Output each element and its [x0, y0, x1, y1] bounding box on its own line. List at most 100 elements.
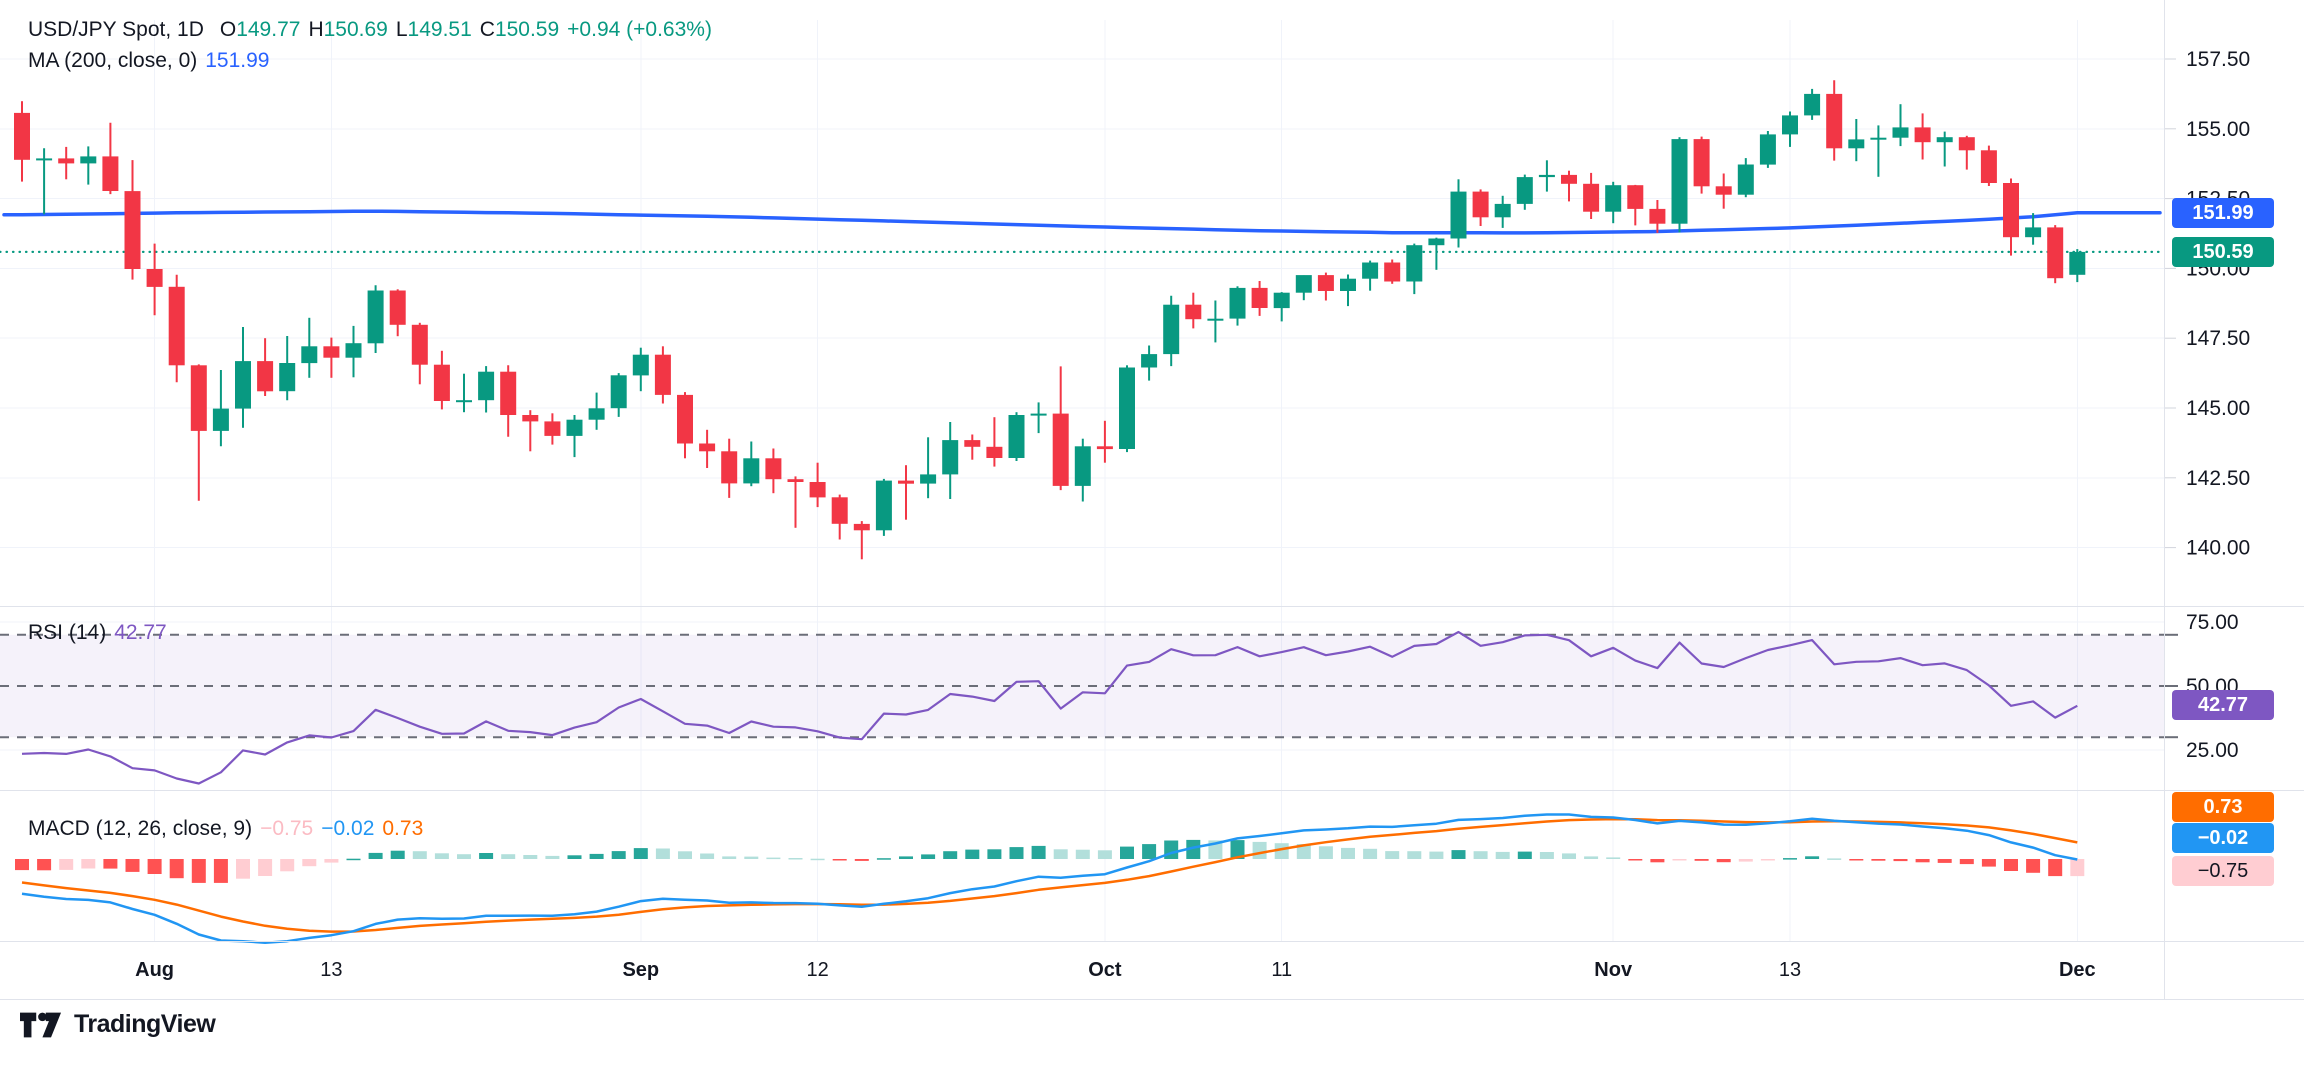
candle — [920, 474, 937, 484]
candle — [1538, 174, 1555, 178]
candle — [522, 415, 539, 422]
candle — [1096, 446, 1113, 450]
price-tick-label: 142.50 — [2186, 467, 2250, 490]
candle — [1406, 245, 1423, 282]
candle — [743, 458, 760, 484]
candle — [566, 419, 583, 436]
price-tick-label: 145.00 — [2186, 397, 2250, 420]
candle — [1008, 415, 1025, 458]
candle — [1759, 134, 1776, 165]
time-axis-label: Aug — [135, 959, 174, 981]
candle — [1207, 318, 1224, 321]
ma200-line — [2, 209, 2162, 235]
candle — [58, 158, 75, 164]
candle — [1671, 139, 1688, 224]
candle — [1450, 191, 1467, 239]
candle — [721, 451, 738, 484]
ma-price-badge: 151.99 — [2172, 198, 2274, 228]
candle — [323, 346, 340, 358]
time-axis-label: Dec — [2059, 959, 2096, 981]
rsi-tick-label: 75.00 — [2186, 611, 2239, 634]
candle — [1074, 446, 1091, 486]
candle — [1561, 174, 1577, 184]
candles — [14, 80, 2086, 560]
candle — [124, 191, 141, 269]
candle — [1870, 137, 1887, 140]
candle — [1583, 183, 1600, 212]
last-price-badge: 150.59 — [2172, 237, 2274, 267]
candle — [699, 443, 716, 452]
rsi-tick-label: 25.00 — [2186, 739, 2239, 762]
candle — [2069, 251, 2086, 275]
price-tick-label: 140.00 — [2186, 537, 2250, 560]
time-axis-label: Sep — [622, 959, 659, 981]
candle — [1737, 164, 1754, 195]
candle — [942, 440, 959, 475]
candle — [654, 354, 671, 395]
ohlc-close: C 150.59 — [479, 18, 560, 41]
ma-legend-value: 151.99 — [205, 49, 270, 72]
candle — [190, 365, 207, 431]
candle — [677, 394, 693, 444]
macd-legend[interactable]: MACD (12, 26, close, 9) −0.75 −0.02 0.73 — [28, 817, 423, 841]
macd-legend-label: MACD (12, 26, close, 9) — [28, 817, 253, 840]
candle — [1052, 413, 1069, 486]
candle — [1715, 186, 1732, 195]
macd-line — [21, 813, 2078, 944]
candle — [1030, 413, 1047, 416]
candle — [831, 497, 848, 524]
candle — [36, 158, 53, 161]
ma-legend[interactable]: MA (200, close, 0) 151.99 — [28, 49, 269, 73]
candle — [345, 343, 362, 358]
time-axis-label: Oct — [1088, 959, 1122, 981]
candle — [1119, 367, 1135, 449]
candle — [1494, 203, 1511, 218]
candle — [1295, 275, 1312, 293]
price-tick-label: 147.50 — [2186, 327, 2250, 350]
candle — [433, 364, 450, 401]
candle — [1826, 93, 1843, 149]
symbol-legend[interactable]: USD/JPY Spot, 1D O 149.77 H 150.69 L 149.51… — [28, 18, 712, 42]
candle — [1516, 177, 1533, 204]
macd-line-value: −0.02 — [321, 817, 375, 840]
candle — [102, 156, 119, 191]
candle — [1472, 191, 1489, 218]
price-tick-label: 155.00 — [2186, 118, 2250, 141]
candle — [1362, 262, 1379, 279]
price-tick-label: 157.50 — [2186, 48, 2250, 71]
candle — [1384, 262, 1401, 282]
candle — [1428, 238, 1445, 246]
candle — [1958, 137, 1975, 151]
candle — [389, 290, 406, 325]
time-axis-label: 13 — [320, 959, 342, 981]
candle — [2003, 183, 2019, 238]
time-axis-label: 12 — [806, 959, 828, 981]
macd-line-badge: −0.02 — [2172, 823, 2274, 853]
candle — [1649, 208, 1666, 224]
time-axis-label: Nov — [1594, 959, 1633, 981]
time-axis-label: 11 — [1271, 959, 1292, 981]
candle — [1804, 93, 1821, 116]
candle — [500, 371, 517, 415]
candle — [257, 361, 274, 392]
candle — [610, 375, 627, 409]
tradingview-logo[interactable]: TradingView — [20, 1010, 216, 1039]
ohlc-low: L 149.51 — [395, 18, 472, 41]
candle — [1141, 354, 1158, 368]
candle — [1693, 139, 1710, 187]
ma-legend-label: MA (200, close, 0) — [28, 49, 198, 72]
rsi-legend[interactable]: RSI (14) 42.77 — [28, 621, 167, 645]
macd-signal-badge: 0.73 — [2172, 792, 2274, 822]
candle — [875, 480, 892, 531]
candle — [1892, 127, 1909, 138]
rsi-value-badge: 42.77 — [2172, 690, 2274, 720]
macd-hist-badge: −0.75 — [2172, 856, 2274, 886]
time-axis[interactable] — [0, 941, 2164, 999]
candle — [1848, 139, 1865, 149]
candle — [235, 361, 251, 409]
candle — [1782, 115, 1798, 135]
macd-signal-line — [21, 817, 2078, 933]
candle — [168, 286, 185, 366]
